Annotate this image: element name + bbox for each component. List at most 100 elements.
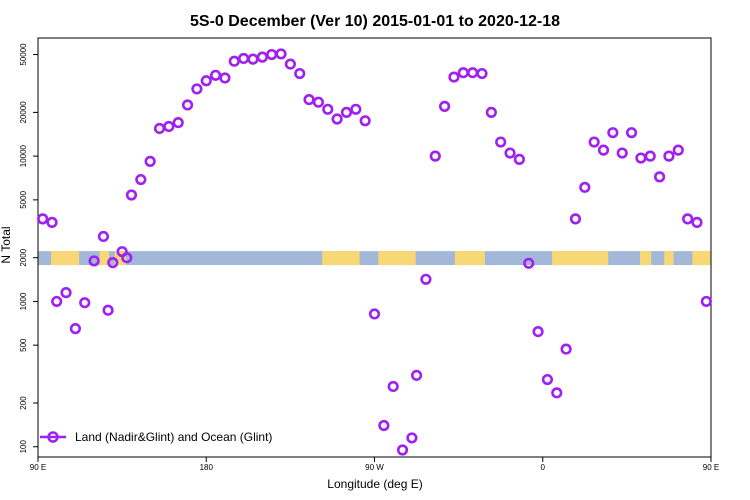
data-point (37, 213, 49, 225)
data-point (420, 273, 432, 285)
land-segment (639, 251, 652, 266)
y-tick-label: 100 (19, 440, 28, 454)
data-point (238, 52, 250, 65)
ocean-band (38, 251, 711, 266)
data-point (69, 323, 81, 335)
data-point (672, 144, 684, 156)
y-tick-label: 5000 (19, 190, 28, 208)
data-point (172, 117, 184, 129)
data-point (429, 150, 441, 162)
data-series (37, 48, 712, 456)
land-segment (692, 251, 711, 266)
data-point (331, 113, 343, 125)
data-point (107, 257, 119, 269)
y-tick-label: 2000 (19, 248, 28, 266)
data-point (560, 343, 572, 355)
data-point (551, 387, 563, 399)
data-point (682, 213, 694, 225)
data-point (102, 304, 114, 316)
data-point (485, 106, 497, 118)
data-point (340, 106, 353, 118)
data-point (275, 48, 287, 60)
x-tick-label: 90 E (30, 463, 46, 472)
data-point (616, 147, 628, 159)
data-point (191, 83, 203, 95)
chart-title: 5S-0 December (Ver 10) 2015-01-01 to 202… (190, 13, 560, 30)
data-point (121, 252, 133, 264)
y-tick-label: 50000 (19, 43, 28, 66)
data-point (368, 308, 381, 320)
ocean-land-band (38, 251, 711, 266)
data-point (144, 155, 156, 167)
data-point (88, 255, 100, 267)
data-point (476, 67, 488, 80)
land-segment (378, 251, 416, 266)
data-point (51, 295, 63, 308)
data-point (181, 99, 194, 111)
data-point (387, 380, 399, 393)
data-point (635, 152, 647, 164)
data-point (569, 213, 582, 225)
data-point (209, 69, 222, 81)
x-tick-label: 90 W (365, 463, 384, 472)
legend-marker (47, 431, 59, 443)
data-point (644, 150, 656, 162)
data-point (653, 171, 666, 183)
data-point (588, 136, 600, 148)
data-point (153, 122, 166, 135)
y-tick-label: 20000 (19, 101, 28, 124)
data-point (523, 257, 535, 269)
land-segment (322, 251, 360, 266)
data-point (495, 136, 507, 148)
x-tick-label: 180 (200, 463, 214, 472)
data-point (607, 127, 619, 139)
data-point (79, 297, 91, 309)
data-point (378, 419, 390, 432)
data-point (303, 93, 315, 106)
data-point (597, 144, 610, 156)
data-point (322, 103, 334, 115)
data-point (579, 181, 591, 193)
land-segment (114, 251, 126, 266)
data-point (457, 67, 469, 79)
data-point (625, 127, 638, 139)
data-point (294, 67, 306, 80)
data-point (532, 326, 544, 338)
data-point (219, 72, 231, 84)
y-axis: 100 200 500 1000 2000 5000 10000 20000 50000 (19, 43, 38, 454)
land-segment (51, 251, 80, 266)
data-point (256, 51, 268, 63)
data-point (46, 216, 58, 228)
land-segment (99, 251, 110, 266)
data-point (350, 103, 362, 115)
data-point (247, 53, 259, 65)
plot-area (37, 37, 712, 458)
data-point (513, 153, 525, 165)
data-point (410, 369, 423, 381)
land-segment (552, 251, 609, 266)
plot-frame (37, 37, 712, 458)
data-point (663, 150, 675, 162)
y-tick-label: 1000 (19, 292, 28, 310)
data-point (700, 295, 712, 308)
y-tick-label: 10000 (19, 144, 28, 167)
x-tick-label: 0 (541, 463, 546, 472)
legend-label: Land (Nadir&Glint) and Ocean (Glint) (75, 430, 272, 444)
data-point (691, 216, 703, 228)
y-tick-label: 200 (19, 396, 28, 410)
x-tick-label: 90 E (703, 463, 719, 472)
data-point (396, 444, 409, 456)
data-point (448, 71, 460, 83)
data-point (406, 432, 418, 444)
x-axis: 90 E 180 90 W 0 90 E (30, 457, 719, 472)
data-point (312, 96, 325, 108)
data-point (135, 173, 147, 186)
land-segment (454, 251, 485, 266)
y-axis-label: N Total (0, 226, 13, 263)
data-point (60, 287, 72, 299)
land-segment (664, 251, 674, 266)
data-point (228, 55, 240, 67)
legend: Land (Nadir&Glint) and Ocean (Glint) (40, 430, 272, 444)
data-point (467, 67, 479, 79)
